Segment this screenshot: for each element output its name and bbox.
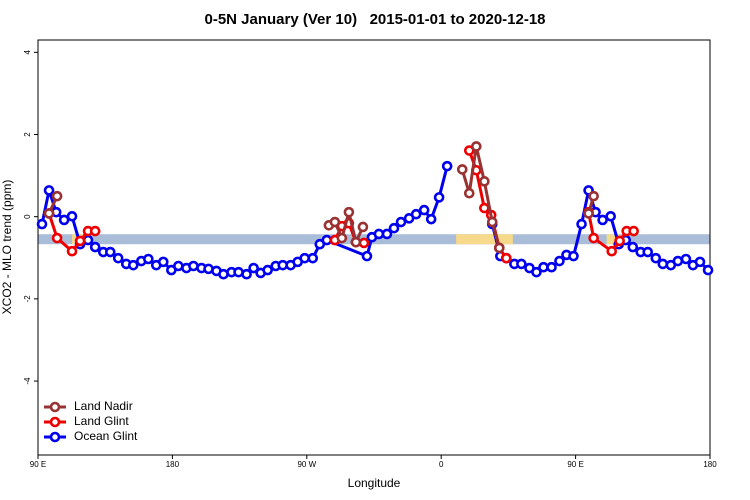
series-line bbox=[47, 144, 596, 249]
point bbox=[381, 228, 393, 240]
point bbox=[657, 258, 669, 270]
point bbox=[470, 141, 482, 152]
point bbox=[493, 242, 505, 254]
point bbox=[157, 256, 169, 268]
point bbox=[425, 213, 437, 225]
point bbox=[218, 268, 229, 280]
point bbox=[410, 208, 422, 220]
point bbox=[546, 261, 557, 273]
point bbox=[597, 214, 608, 226]
point bbox=[672, 255, 684, 267]
point bbox=[388, 222, 400, 234]
point bbox=[479, 176, 490, 187]
x-tick-label: 0 bbox=[439, 460, 444, 469]
point bbox=[694, 256, 706, 268]
x-tick-label: 90 E bbox=[567, 460, 583, 469]
point bbox=[627, 241, 639, 253]
y-tick-label: -2 bbox=[23, 295, 32, 303]
point bbox=[395, 216, 407, 228]
plot-frame bbox=[37, 39, 711, 456]
point bbox=[357, 221, 369, 233]
point bbox=[588, 232, 599, 244]
x-axis-label: Longitude bbox=[348, 476, 401, 490]
y-tick-label: 0 bbox=[23, 214, 32, 219]
point bbox=[127, 259, 139, 271]
point bbox=[233, 266, 244, 278]
x-tick-label: 90 E bbox=[30, 460, 46, 469]
point bbox=[307, 252, 319, 264]
point bbox=[66, 245, 78, 257]
point bbox=[188, 260, 199, 272]
point bbox=[628, 225, 639, 237]
point bbox=[479, 202, 490, 214]
y-axis-label: XCO2 - MLO trend (ppm) bbox=[0, 180, 14, 315]
point bbox=[143, 253, 154, 265]
y-tick-label: 4 bbox=[23, 50, 32, 55]
point bbox=[606, 245, 618, 257]
point bbox=[702, 264, 714, 276]
point bbox=[614, 235, 625, 247]
point bbox=[605, 210, 616, 222]
legend-label: Ocean Glint bbox=[74, 429, 138, 443]
point bbox=[650, 252, 662, 264]
point bbox=[36, 218, 48, 230]
point bbox=[361, 250, 373, 262]
point bbox=[248, 262, 259, 274]
point bbox=[501, 252, 512, 264]
point bbox=[642, 246, 654, 258]
point bbox=[329, 216, 341, 228]
point bbox=[336, 232, 348, 244]
point bbox=[173, 260, 184, 272]
point bbox=[588, 190, 599, 202]
point bbox=[112, 252, 124, 264]
y-tick-label: -4 bbox=[23, 377, 32, 385]
legend-marker bbox=[49, 416, 61, 428]
x-tick-label: 180 bbox=[703, 460, 717, 469]
point bbox=[74, 235, 86, 247]
chart-title: 0-5N January (Ver 10) 2015-01-01 to 2020… bbox=[204, 11, 545, 28]
point bbox=[358, 237, 370, 249]
point bbox=[554, 255, 565, 267]
x-tick-label: 90 W bbox=[297, 460, 316, 469]
point bbox=[441, 160, 453, 172]
point bbox=[433, 192, 445, 203]
point bbox=[463, 187, 475, 199]
legend-marker bbox=[49, 431, 61, 443]
x-tick-label: 180 bbox=[166, 460, 180, 469]
point bbox=[516, 258, 527, 270]
point bbox=[680, 253, 692, 265]
legend-marker bbox=[49, 401, 61, 413]
point bbox=[89, 225, 101, 237]
point bbox=[51, 190, 63, 202]
point bbox=[262, 264, 273, 276]
point bbox=[43, 185, 55, 196]
legend-label: Land Nadir bbox=[74, 399, 133, 413]
point bbox=[531, 266, 542, 278]
point bbox=[66, 210, 78, 222]
point bbox=[104, 246, 116, 258]
point bbox=[418, 204, 430, 216]
point bbox=[89, 241, 101, 253]
point bbox=[583, 208, 594, 219]
point bbox=[343, 206, 355, 218]
point bbox=[576, 218, 587, 230]
point bbox=[456, 164, 468, 175]
point bbox=[486, 216, 498, 228]
point bbox=[43, 208, 55, 219]
legend-label: Land Glint bbox=[74, 414, 129, 428]
y-tick-label: 2 bbox=[23, 132, 32, 137]
point bbox=[350, 236, 362, 248]
point bbox=[568, 250, 579, 262]
point bbox=[58, 214, 70, 226]
point bbox=[51, 232, 63, 244]
point bbox=[241, 268, 252, 280]
